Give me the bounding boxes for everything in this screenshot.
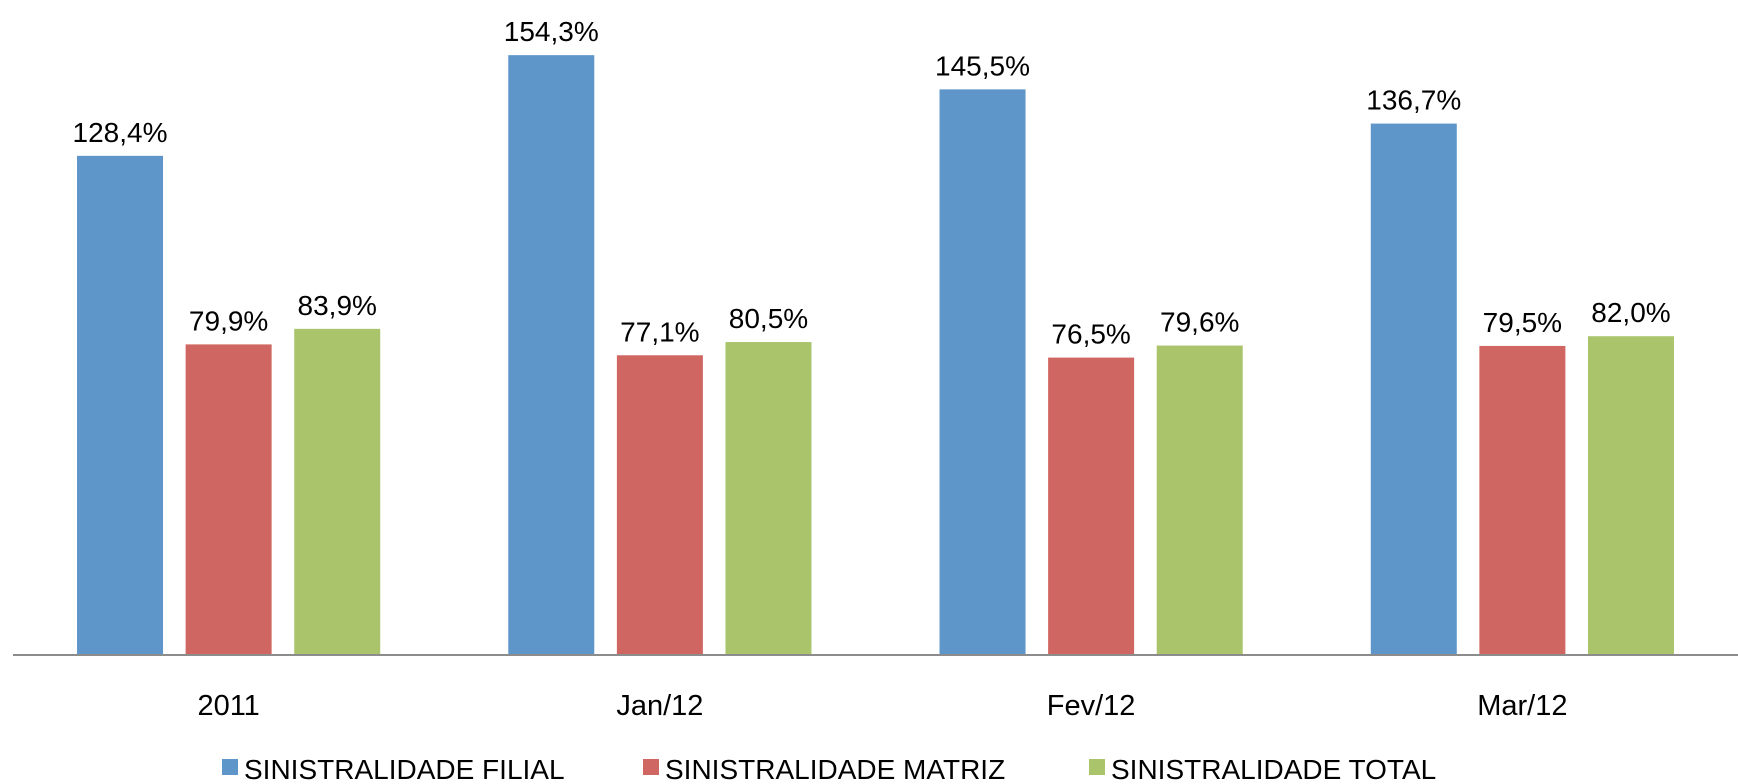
bar [1370,123,1457,656]
bar [1156,345,1243,655]
bar [1479,345,1566,655]
data-label: 79,6% [1160,307,1239,338]
bar [616,355,703,655]
legend-swatch [222,759,238,775]
legend-label: SINISTRALIDADE MATRIZ [665,754,1005,784]
data-label: 154,3% [504,16,599,47]
bar [508,55,595,655]
data-label: 79,5% [1483,307,1562,338]
x-tick-label: Jan/12 [616,690,703,722]
data-label: 145,5% [935,50,1030,81]
legend-label: SINISTRALIDADE FILIAL [244,754,565,784]
bar [294,328,381,655]
data-label: 83,9% [298,290,377,321]
bar [77,155,164,655]
data-label: 136,7% [1366,85,1461,116]
legend-label: SINISTRALIDADE TOTAL [1111,754,1436,784]
bar [185,344,272,655]
bar [1048,357,1135,655]
x-tick-label: Mar/12 [1477,690,1567,722]
legend-swatch [1089,759,1105,775]
x-tick-label: 2011 [197,690,259,722]
data-label: 76,5% [1051,319,1130,350]
x-tick-label: Fev/12 [1047,690,1136,722]
legend-swatch [643,759,659,775]
data-label: 77,1% [620,316,699,347]
data-label: 79,9% [189,305,268,336]
data-label: 82,0% [1591,297,1670,328]
data-label: 80,5% [729,303,808,334]
bar [939,89,1026,655]
bar [1587,336,1674,655]
bar [725,342,812,655]
data-label: 128,4% [73,117,168,148]
